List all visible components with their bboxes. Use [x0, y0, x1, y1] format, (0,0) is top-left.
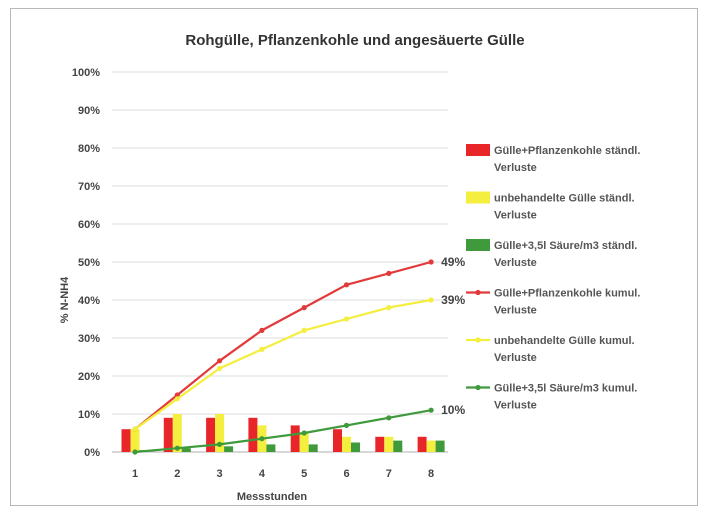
y-tick-label: 20%	[78, 371, 100, 383]
line-point	[217, 365, 223, 371]
bars-layer	[121, 414, 445, 452]
bar	[121, 429, 131, 452]
bar	[384, 436, 394, 452]
y-tick-label: 0%	[84, 447, 100, 459]
x-tick-label: 5	[301, 468, 307, 480]
line-point	[301, 327, 307, 333]
legend-label: Gülle+Pflanzenkohle ständl.	[494, 145, 640, 157]
bar	[375, 436, 385, 452]
legend-label: Gülle+3,5l Säure/m3 ständl.	[494, 240, 637, 252]
end-label: 10%	[441, 403, 465, 417]
series-line	[134, 409, 432, 454]
bar	[215, 414, 225, 452]
legend-label: unbehandelte Gülle kumul.	[494, 335, 635, 347]
bar	[163, 417, 173, 452]
x-tick-label: 3	[217, 468, 223, 480]
legend-label: Verluste	[494, 305, 537, 317]
x-tick-label: 4	[259, 468, 266, 480]
x-tick-label: 6	[343, 468, 349, 480]
bar	[333, 429, 342, 452]
line-point	[132, 449, 138, 455]
series-line	[134, 260, 432, 431]
legend-label: Verluste	[494, 400, 537, 412]
line-point	[386, 415, 392, 421]
bar	[130, 429, 140, 452]
bar	[172, 414, 182, 452]
line-point	[174, 396, 180, 402]
line-point	[174, 392, 180, 398]
legend: Gülle+Pflanzenkohle ständl. Verluste unbeh…	[466, 144, 640, 412]
legend-label: Gülle+3,5l Säure/m3 kumul.	[494, 383, 637, 395]
line-point	[343, 422, 350, 428]
line-point	[343, 282, 350, 288]
x-tick-labels: 1 2 3 4 5 6 7 8	[132, 468, 434, 480]
legend-marker	[475, 289, 481, 296]
legend-swatch-bar	[466, 144, 490, 156]
line-point	[428, 259, 434, 265]
x-tick-label: 2	[174, 468, 180, 480]
x-tick-label: 7	[386, 468, 392, 480]
line-point	[132, 426, 138, 432]
legend-label: Verluste	[494, 352, 537, 364]
bar	[393, 440, 403, 452]
line-point	[174, 445, 180, 451]
line-point	[386, 270, 392, 276]
bar	[308, 444, 318, 452]
bar	[290, 425, 300, 452]
bar	[224, 446, 234, 452]
y-tick-label: 60%	[78, 219, 100, 231]
legend-swatch-bar	[466, 191, 490, 204]
y-tick-label: 30%	[78, 333, 100, 345]
y-tick-label: 50%	[78, 257, 100, 269]
end-label: 49%	[441, 255, 465, 269]
y-tick-label: 70%	[78, 181, 100, 193]
legend-label: Verluste	[494, 257, 537, 269]
legend-marker	[475, 337, 481, 343]
line-point	[301, 430, 307, 436]
bar	[206, 417, 216, 452]
bar	[248, 417, 258, 452]
legend-swatch-bar	[466, 239, 490, 251]
line-point	[386, 305, 392, 311]
y-tick-label: 10%	[78, 409, 100, 421]
lines-layer: 49% 39% 10%	[132, 255, 465, 455]
legend-label: Verluste	[494, 162, 537, 174]
line-point	[259, 436, 265, 442]
x-tick-label: 1	[132, 468, 138, 480]
line-point	[259, 327, 265, 333]
line-point	[217, 441, 223, 447]
series-line	[134, 298, 432, 431]
bar	[266, 444, 276, 452]
y-tick-label: 90%	[78, 105, 100, 117]
line-point	[217, 358, 223, 364]
x-axis-title: Messstunden	[237, 491, 308, 503]
line-point	[428, 407, 434, 413]
bar	[435, 440, 445, 452]
line-point	[259, 346, 265, 352]
legend-marker	[475, 384, 481, 391]
x-tick-label: 8	[428, 468, 434, 480]
chart-title: Rohgülle, Pflanzenkohle und angesäuerte …	[185, 32, 524, 49]
legend-label: unbehandelte Gülle ständl.	[494, 193, 635, 205]
y-tick-label: 80%	[78, 143, 100, 155]
line-point	[301, 305, 307, 311]
legend-label: Verluste	[494, 210, 537, 222]
line-point	[343, 316, 350, 322]
end-label: 39%	[441, 293, 465, 307]
legend-label: Gülle+Pflanzenkohle kumul.	[494, 288, 640, 300]
bar	[426, 440, 436, 452]
bar	[351, 442, 360, 452]
bar	[181, 448, 191, 452]
bar	[342, 436, 351, 452]
bar	[417, 436, 427, 452]
y-axis-title: % N-NH4	[59, 276, 71, 323]
y-tick-label: 40%	[78, 295, 100, 307]
gridlines	[112, 71, 448, 453]
bar	[299, 433, 309, 452]
y-tick-labels: 0% 10% 20% 30% 40% 50% 60% 70% 80% 90% 100%	[72, 67, 100, 459]
y-tick-label: 100%	[72, 67, 100, 79]
line-point	[428, 297, 434, 303]
